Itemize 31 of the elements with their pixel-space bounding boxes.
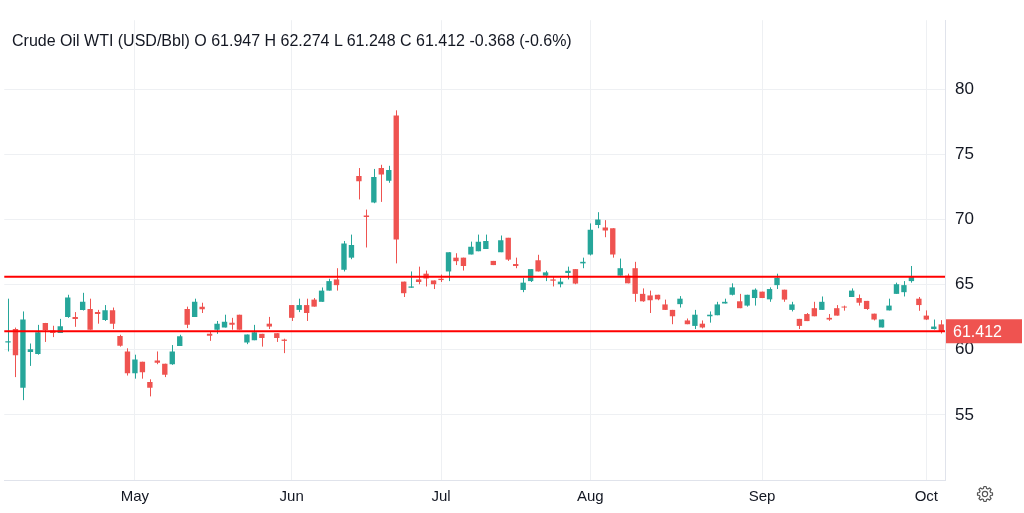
candlestick: [27, 342, 34, 367]
candlestick: [692, 309, 698, 330]
candlestick: [348, 234, 355, 260]
candlestick: [35, 324, 41, 356]
x-tick-label: Aug: [577, 487, 604, 505]
candlestick: [191, 298, 198, 318]
x-tick-label: Sep: [748, 487, 776, 505]
candlestick: [132, 354, 138, 380]
candlestick: [333, 267, 340, 292]
candlestick: [87, 298, 93, 331]
y-tick-label: 70: [955, 209, 974, 229]
y-tick-label: 75: [955, 144, 974, 164]
candlestick: [65, 294, 71, 319]
x-tick-label: Jun: [279, 487, 304, 505]
candlestick: [184, 306, 190, 329]
candlestick: [303, 298, 310, 322]
candlestick: [445, 251, 452, 282]
candlestick: [124, 347, 131, 377]
candlestick: [647, 290, 653, 314]
text: Crude Oil WTI (USD/Bbl) O 61.947 H 62.274 L 61.248 C 61.412 -0.368 (-0.6%): [12, 32, 572, 50]
candlestick: [356, 167, 362, 200]
y-tick-label: 80: [955, 78, 974, 98]
candlestick: [5, 298, 11, 352]
x-tick-label: Jul: [431, 487, 451, 505]
candlestick: [169, 344, 175, 366]
x-tick-label: May: [120, 487, 150, 505]
y-tick-label: 65: [955, 274, 974, 294]
ref-line-label: 61.412: [953, 322, 1003, 340]
candlestick: [109, 307, 116, 330]
x-tick-label: Oct: [914, 487, 939, 505]
y-tick-label: 55: [955, 404, 974, 424]
